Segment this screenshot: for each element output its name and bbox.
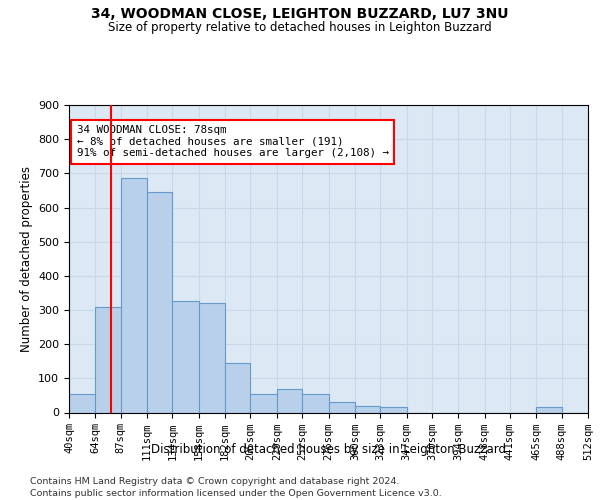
Y-axis label: Number of detached properties: Number of detached properties — [20, 166, 32, 352]
Bar — [147, 192, 172, 412]
Bar — [69, 394, 95, 412]
Bar — [536, 408, 562, 412]
Bar — [380, 408, 407, 412]
Bar — [355, 406, 380, 412]
Text: 34 WOODMAN CLOSE: 78sqm
← 8% of detached houses are smaller (191)
91% of semi-de: 34 WOODMAN CLOSE: 78sqm ← 8% of detached… — [77, 125, 389, 158]
Bar — [121, 178, 147, 412]
Bar — [329, 402, 355, 412]
Bar — [199, 303, 225, 412]
Text: 34, WOODMAN CLOSE, LEIGHTON BUZZARD, LU7 3NU: 34, WOODMAN CLOSE, LEIGHTON BUZZARD, LU7… — [91, 8, 509, 22]
Text: Distribution of detached houses by size in Leighton Buzzard: Distribution of detached houses by size … — [151, 442, 506, 456]
Bar — [250, 394, 277, 412]
Bar — [302, 394, 329, 412]
Bar — [277, 388, 302, 412]
Bar — [225, 363, 250, 412]
Text: Contains HM Land Registry data © Crown copyright and database right 2024.: Contains HM Land Registry data © Crown c… — [30, 478, 400, 486]
Bar — [95, 306, 121, 412]
Text: Size of property relative to detached houses in Leighton Buzzard: Size of property relative to detached ho… — [108, 21, 492, 34]
Bar — [172, 302, 199, 412]
Text: Contains public sector information licensed under the Open Government Licence v3: Contains public sector information licen… — [30, 489, 442, 498]
